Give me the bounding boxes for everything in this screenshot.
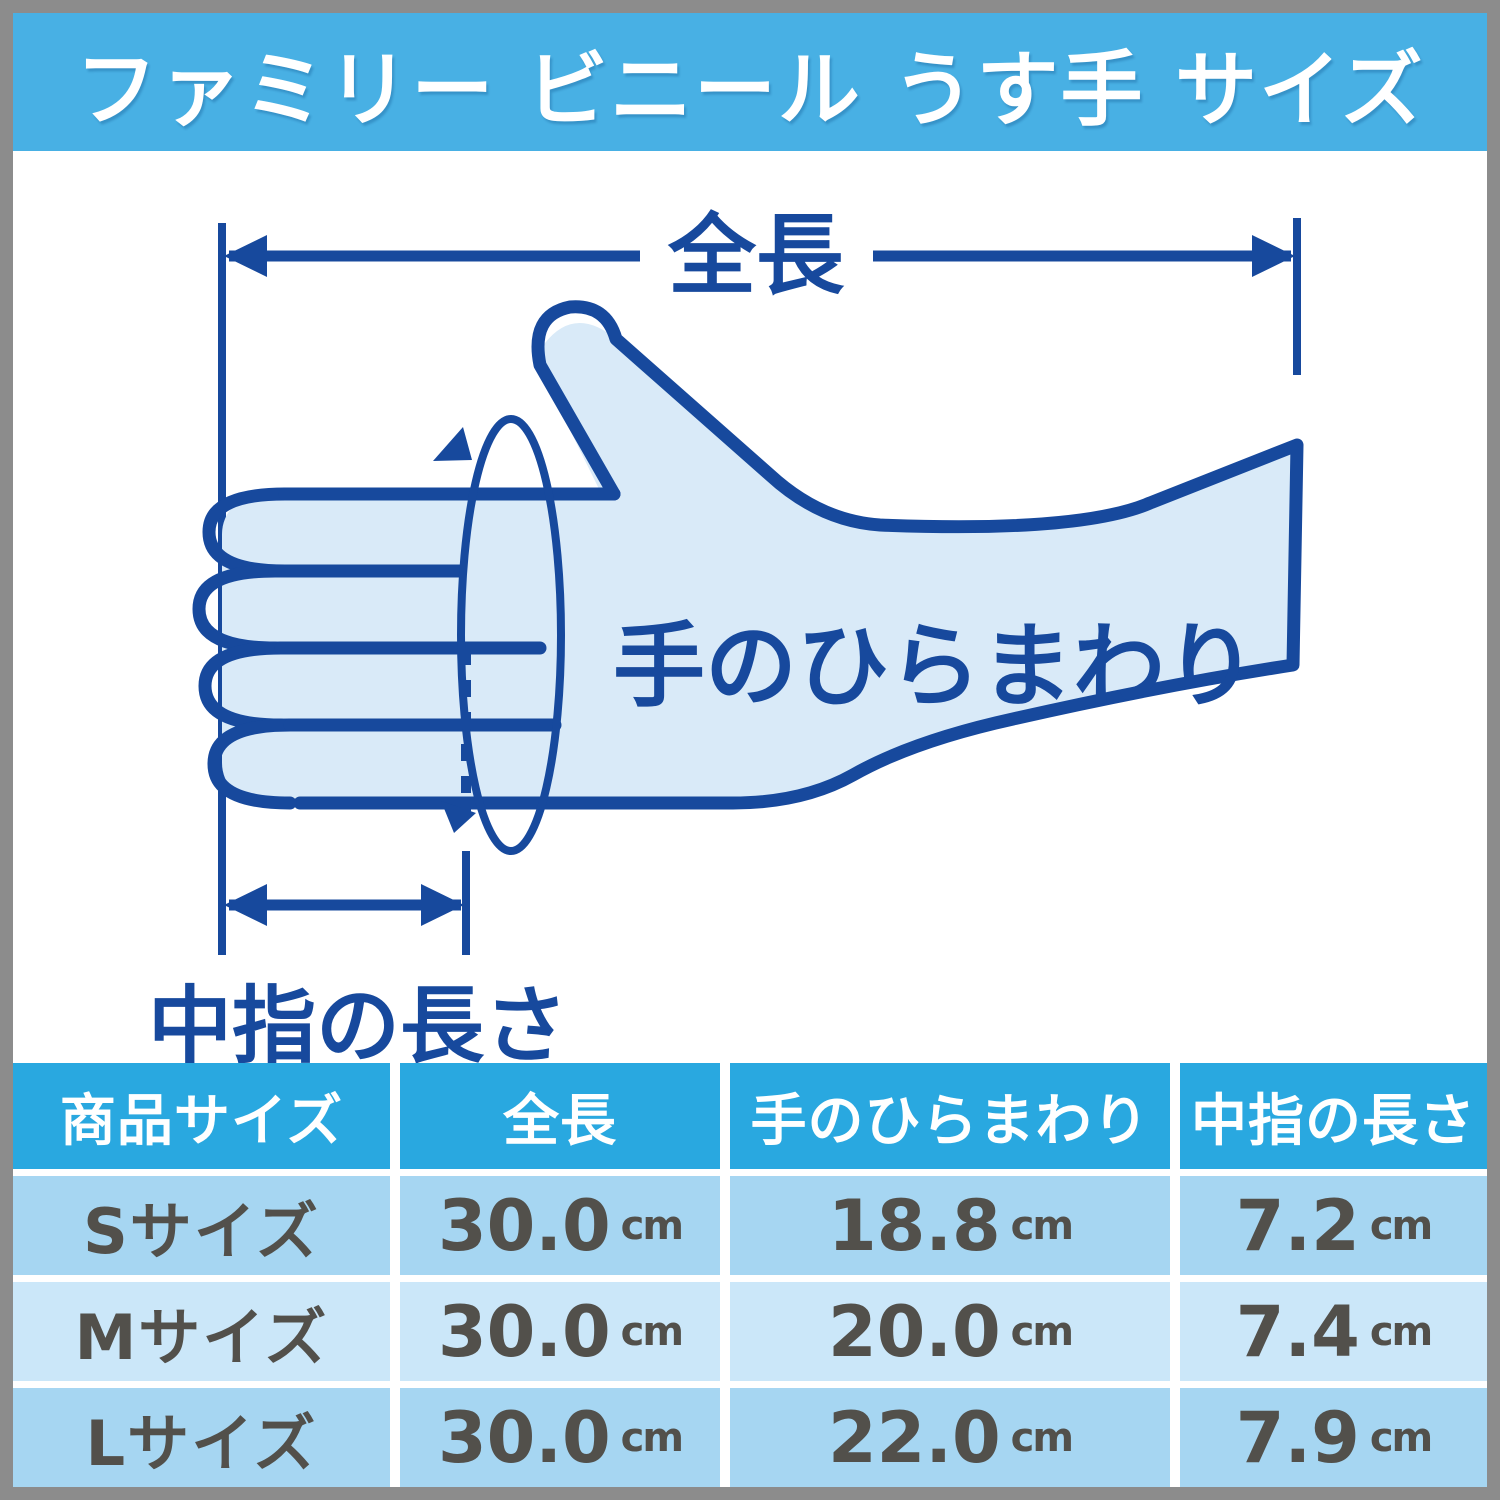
unit-label: cm xyxy=(1369,1202,1433,1249)
title-bar: ファミリー ビニール うす手 サイズ xyxy=(13,13,1487,151)
middle-finger-dimension xyxy=(224,884,464,926)
value: 7.4 xyxy=(1235,1290,1360,1373)
value: 30.0 xyxy=(437,1290,611,1373)
circumference-arrow-top xyxy=(433,427,472,461)
arrowhead-right xyxy=(421,884,464,926)
table-row-s-finger: 7.2 cm xyxy=(1180,1176,1487,1275)
unit-label: cm xyxy=(1010,1414,1074,1461)
col-header-palm-circumference: 手のひらまわり xyxy=(730,1063,1170,1169)
table-row-l-total-length: 30.0 cm xyxy=(400,1388,720,1487)
table-row-l-palm: 22.0 cm xyxy=(730,1388,1170,1487)
table-row-m-size: Mサイズ xyxy=(13,1282,390,1381)
size-table: 商品サイズ 全長 手のひらまわり 中指の長さ Sサイズ 30.0 cm 18.8 c… xyxy=(13,1063,1487,1487)
value: 30.0 xyxy=(437,1396,611,1479)
total-length-label: 全長 xyxy=(667,204,845,307)
unit-label: cm xyxy=(620,1202,684,1249)
unit-label: cm xyxy=(1369,1414,1433,1461)
arrowhead-left xyxy=(224,235,267,277)
glove-body xyxy=(538,322,1297,803)
circumference-arrow-bottom xyxy=(441,801,476,833)
glove-measurement-diagram: 全長 xyxy=(13,151,1487,1076)
unit-label: cm xyxy=(1010,1202,1074,1249)
palm-circumference-marker xyxy=(433,415,565,855)
total-length-dimension: 全長 xyxy=(224,204,1295,307)
unit-label: cm xyxy=(1010,1308,1074,1355)
middle-finger-length-label: 中指の長さ xyxy=(148,977,568,1075)
value: 7.9 xyxy=(1235,1396,1360,1479)
glove-outline xyxy=(192,300,1304,810)
value: 20.0 xyxy=(827,1290,1001,1373)
palm-circumference-label: 手のひらまわり xyxy=(613,613,1257,720)
table-row-l-size: Lサイズ xyxy=(13,1388,390,1487)
unit-label: cm xyxy=(1369,1308,1433,1355)
table-row-s-palm: 18.8 cm xyxy=(730,1176,1170,1275)
col-header-product-size: 商品サイズ xyxy=(13,1063,390,1169)
arrowhead-left xyxy=(224,884,267,926)
glove-diagram-svg: 全長 xyxy=(148,204,1304,1075)
table-row-l-finger: 7.9 cm xyxy=(1180,1388,1487,1487)
unit-label: cm xyxy=(620,1414,684,1461)
value: 7.2 xyxy=(1235,1184,1360,1267)
table-row-m-finger: 7.4 cm xyxy=(1180,1282,1487,1381)
col-header-total-length: 全長 xyxy=(400,1063,720,1169)
value: 30.0 xyxy=(437,1184,611,1267)
page-title: ファミリー ビニール うす手 サイズ xyxy=(75,42,1425,138)
table-row-m-total-length: 30.0 cm xyxy=(400,1282,720,1381)
table-row-s-size: Sサイズ xyxy=(13,1176,390,1275)
unit-label: cm xyxy=(620,1308,684,1355)
table-row-m-palm: 20.0 cm xyxy=(730,1282,1170,1381)
value: 22.0 xyxy=(827,1396,1001,1479)
table-row-s-total-length: 30.0 cm xyxy=(400,1176,720,1275)
value: 18.8 xyxy=(827,1184,1001,1267)
arrowhead-right xyxy=(1252,235,1295,277)
col-header-middle-finger-length: 中指の長さ xyxy=(1180,1063,1487,1169)
